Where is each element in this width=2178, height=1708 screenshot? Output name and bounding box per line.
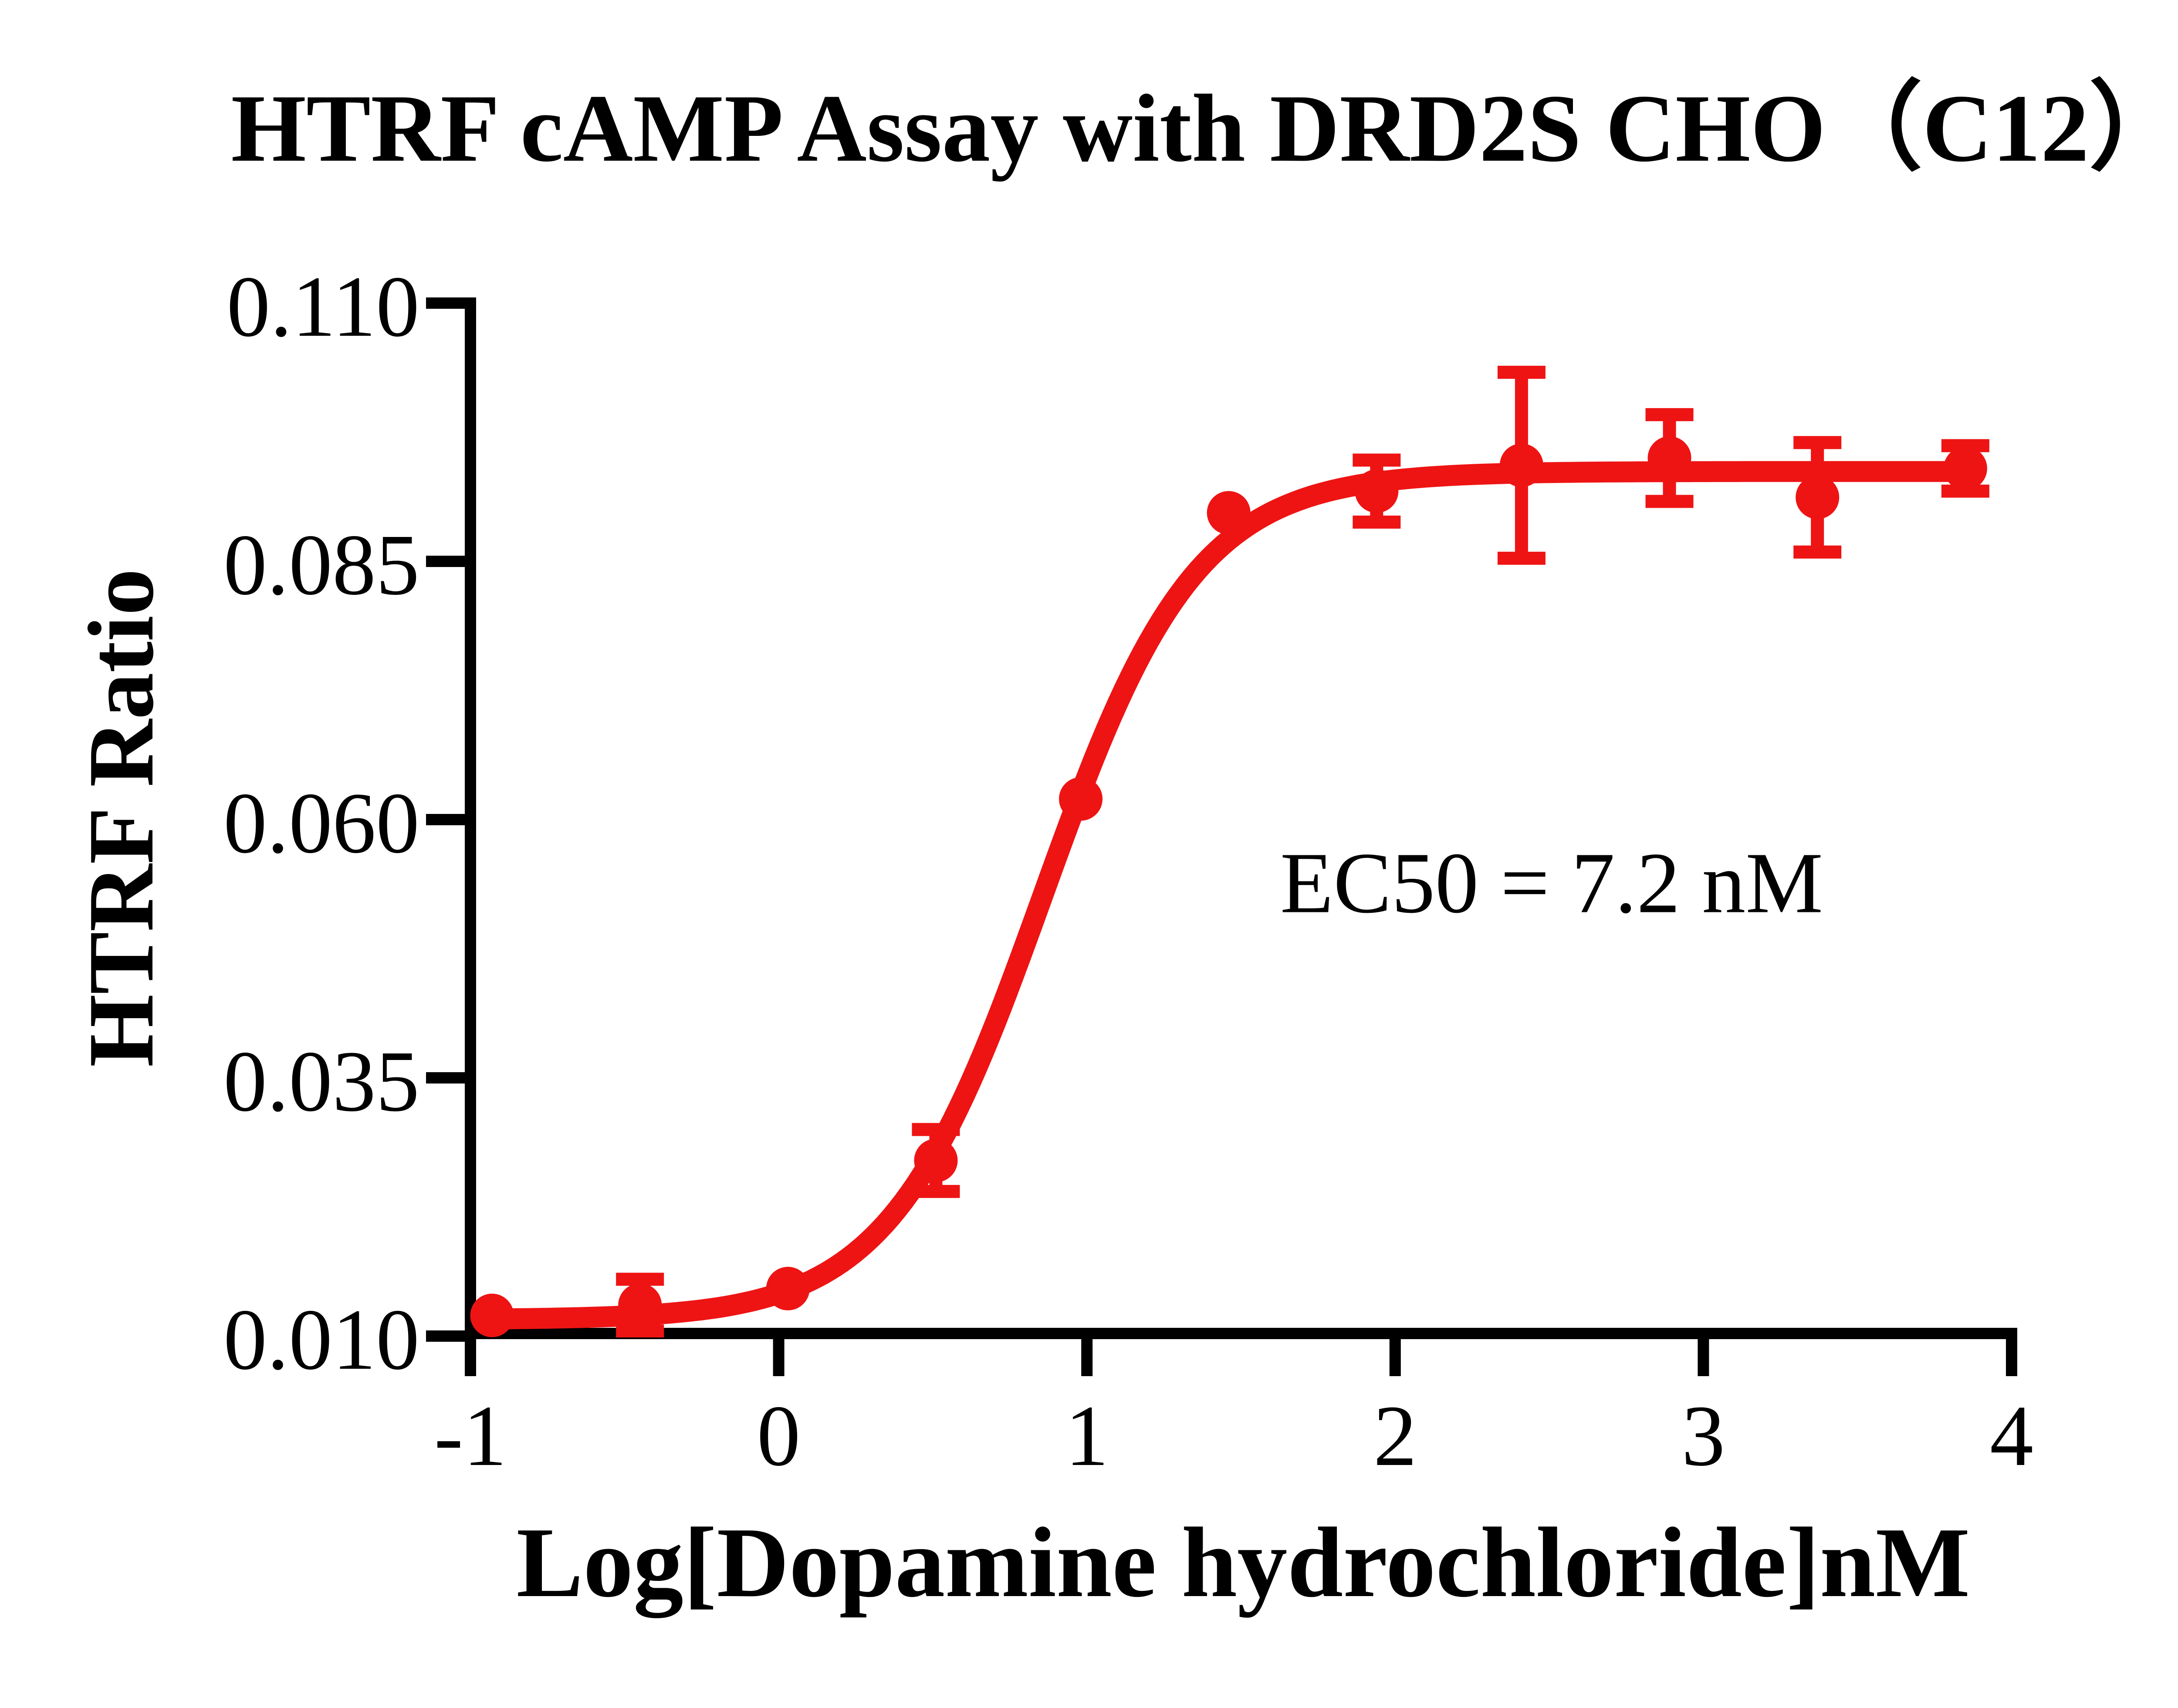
data-point-marker [470,1293,514,1337]
y-axis-title: HTRF Ratio [69,568,173,1067]
data-point-marker [766,1266,810,1310]
data-point-marker [914,1138,958,1182]
chart-title: HTRF cAMP Assay with DRD2S CHO（C12） [231,75,2178,182]
y-tick-label: 0.085 [223,517,419,613]
data-point-marker [1059,777,1103,821]
data-point-marker [1943,446,1987,490]
x-tick-label: 3 [1681,1388,1725,1484]
fit-curve [481,461,1976,1330]
x-axis-title: Log[Dopamine hydrochloride]nM [516,1507,1970,1618]
y-tick-label: 0.035 [223,1033,419,1130]
x-tick-label: 0 [757,1388,801,1484]
y-tick-label: 0.060 [223,775,419,871]
y-tick-label: 0.010 [223,1292,419,1388]
data-point-marker [618,1283,662,1327]
x-tick-label: 4 [1990,1388,2033,1484]
ec50-annotation: EC50 = 7.2 nM [1280,835,1823,932]
data-point-marker [1207,491,1251,535]
data-point-marker [1647,436,1691,480]
x-tick-label: 1 [1065,1388,1109,1484]
x-tick-label: -1 [434,1388,507,1484]
y-tick-label: 0.110 [227,259,419,355]
data-point-marker [1499,443,1543,487]
data-point-marker [1796,475,1840,519]
x-tick-label: 2 [1373,1388,1417,1484]
data-point-marker [1355,469,1399,513]
